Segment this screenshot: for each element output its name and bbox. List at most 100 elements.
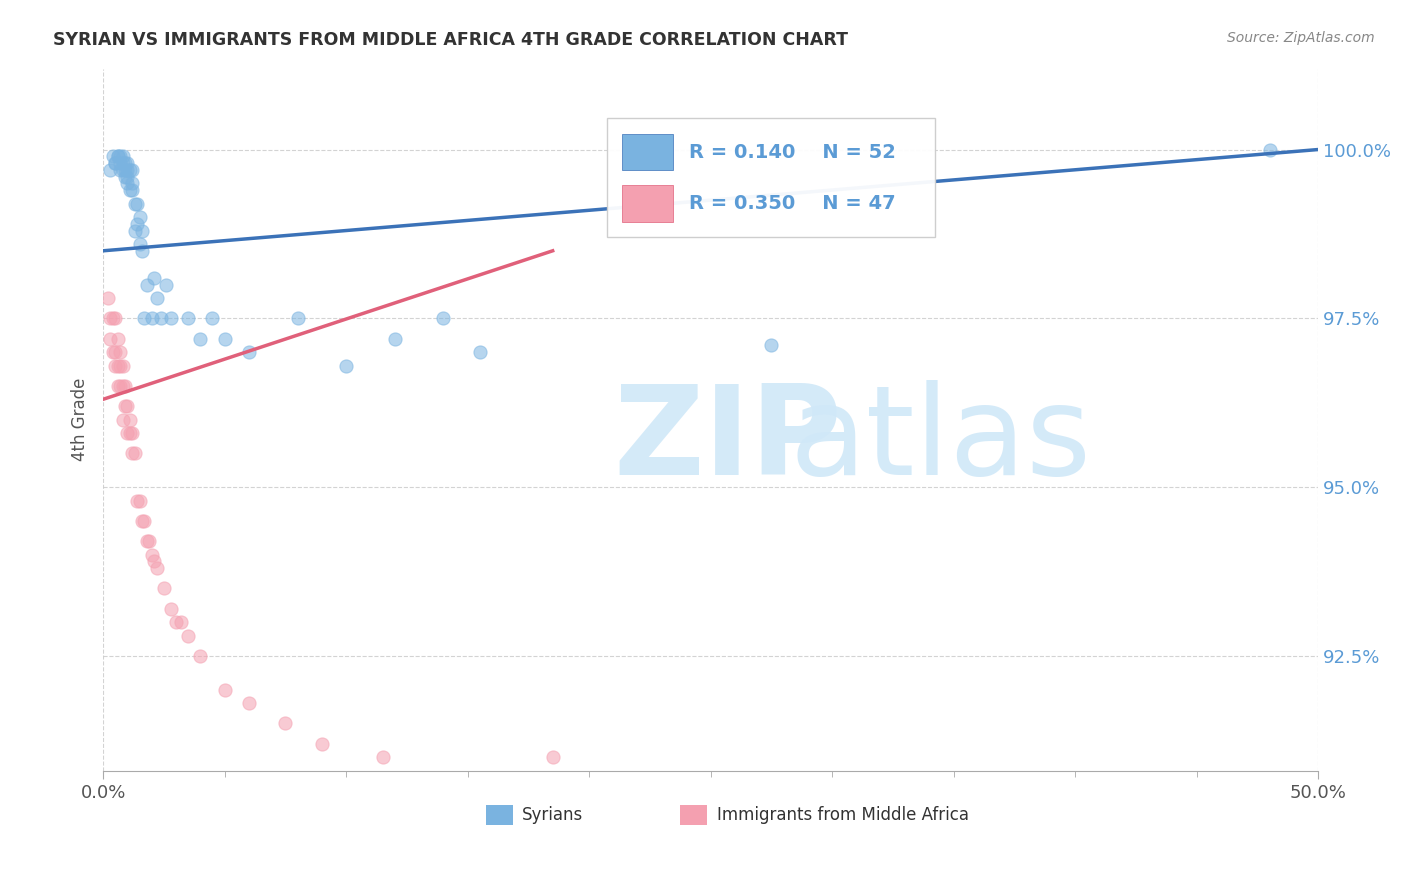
Point	[384, 332, 406, 346]
Point	[118, 425, 141, 440]
Point	[101, 311, 124, 326]
Point	[117, 169, 139, 184]
Point	[127, 196, 149, 211]
FancyBboxPatch shape	[607, 118, 935, 237]
Text: Syrians: Syrians	[522, 805, 583, 824]
Point	[127, 493, 149, 508]
Text: Source: ZipAtlas.com: Source: ZipAtlas.com	[1227, 31, 1375, 45]
Point	[201, 311, 224, 326]
Text: ZIP: ZIP	[613, 380, 842, 501]
Point	[138, 534, 160, 549]
Point	[114, 399, 136, 413]
Point	[101, 345, 124, 359]
Point	[111, 156, 134, 170]
Point	[214, 332, 236, 346]
Point	[121, 425, 143, 440]
Point	[131, 223, 153, 237]
Point	[108, 149, 131, 163]
Point	[238, 696, 260, 710]
Point	[177, 629, 200, 643]
Point	[432, 311, 454, 326]
Point	[134, 514, 156, 528]
Point	[145, 561, 167, 575]
Point	[104, 359, 127, 373]
FancyBboxPatch shape	[621, 134, 673, 170]
Point	[124, 196, 146, 211]
Point	[107, 332, 129, 346]
Point	[214, 682, 236, 697]
Point	[541, 750, 564, 764]
Point	[238, 345, 260, 359]
Point	[160, 601, 183, 615]
Point	[311, 737, 333, 751]
Point	[141, 548, 163, 562]
Point	[121, 183, 143, 197]
Point	[108, 359, 131, 373]
Point	[114, 156, 136, 170]
Point	[153, 582, 176, 596]
Text: SYRIAN VS IMMIGRANTS FROM MIDDLE AFRICA 4TH GRADE CORRELATION CHART: SYRIAN VS IMMIGRANTS FROM MIDDLE AFRICA …	[53, 31, 848, 49]
Text: Immigrants from Middle Africa: Immigrants from Middle Africa	[717, 805, 969, 824]
Point	[100, 311, 122, 326]
Point	[165, 615, 187, 629]
Point	[111, 149, 134, 163]
Point	[104, 156, 127, 170]
Point	[104, 311, 127, 326]
Text: R = 0.140    N = 52: R = 0.140 N = 52	[689, 143, 896, 161]
Point	[114, 162, 136, 177]
Y-axis label: 4th Grade: 4th Grade	[72, 378, 89, 461]
Point	[111, 359, 134, 373]
Point	[155, 277, 177, 292]
Point	[117, 156, 139, 170]
Point	[111, 379, 134, 393]
Point	[107, 149, 129, 163]
Point	[118, 162, 141, 177]
Point	[135, 277, 157, 292]
FancyBboxPatch shape	[681, 805, 707, 824]
Point	[335, 359, 357, 373]
Point	[124, 446, 146, 460]
Point	[150, 311, 173, 326]
Point	[128, 237, 150, 252]
Point	[108, 379, 131, 393]
Point	[131, 244, 153, 258]
Point	[107, 359, 129, 373]
Point	[128, 210, 150, 224]
Point	[143, 554, 166, 568]
Point	[143, 270, 166, 285]
Point	[274, 716, 297, 731]
Point	[177, 311, 200, 326]
Point	[100, 332, 122, 346]
Point	[111, 162, 134, 177]
Point	[145, 291, 167, 305]
Point	[127, 217, 149, 231]
Point	[170, 615, 193, 629]
Text: atlas: atlas	[790, 380, 1091, 501]
Point	[160, 311, 183, 326]
Point	[114, 379, 136, 393]
Point	[121, 176, 143, 190]
Point	[121, 446, 143, 460]
Point	[97, 291, 120, 305]
Point	[108, 162, 131, 177]
Point	[121, 162, 143, 177]
Point	[135, 534, 157, 549]
Point	[114, 169, 136, 184]
Point	[131, 514, 153, 528]
Point	[100, 162, 122, 177]
Point	[104, 156, 127, 170]
Point	[287, 311, 309, 326]
Point	[111, 412, 134, 426]
Point	[468, 345, 491, 359]
Point	[108, 345, 131, 359]
Point	[1258, 143, 1281, 157]
Point	[107, 149, 129, 163]
Point	[128, 493, 150, 508]
Point	[134, 311, 156, 326]
Point	[124, 223, 146, 237]
Point	[104, 345, 127, 359]
FancyBboxPatch shape	[621, 185, 673, 221]
Point	[188, 332, 211, 346]
Point	[117, 162, 139, 177]
Point	[118, 412, 141, 426]
